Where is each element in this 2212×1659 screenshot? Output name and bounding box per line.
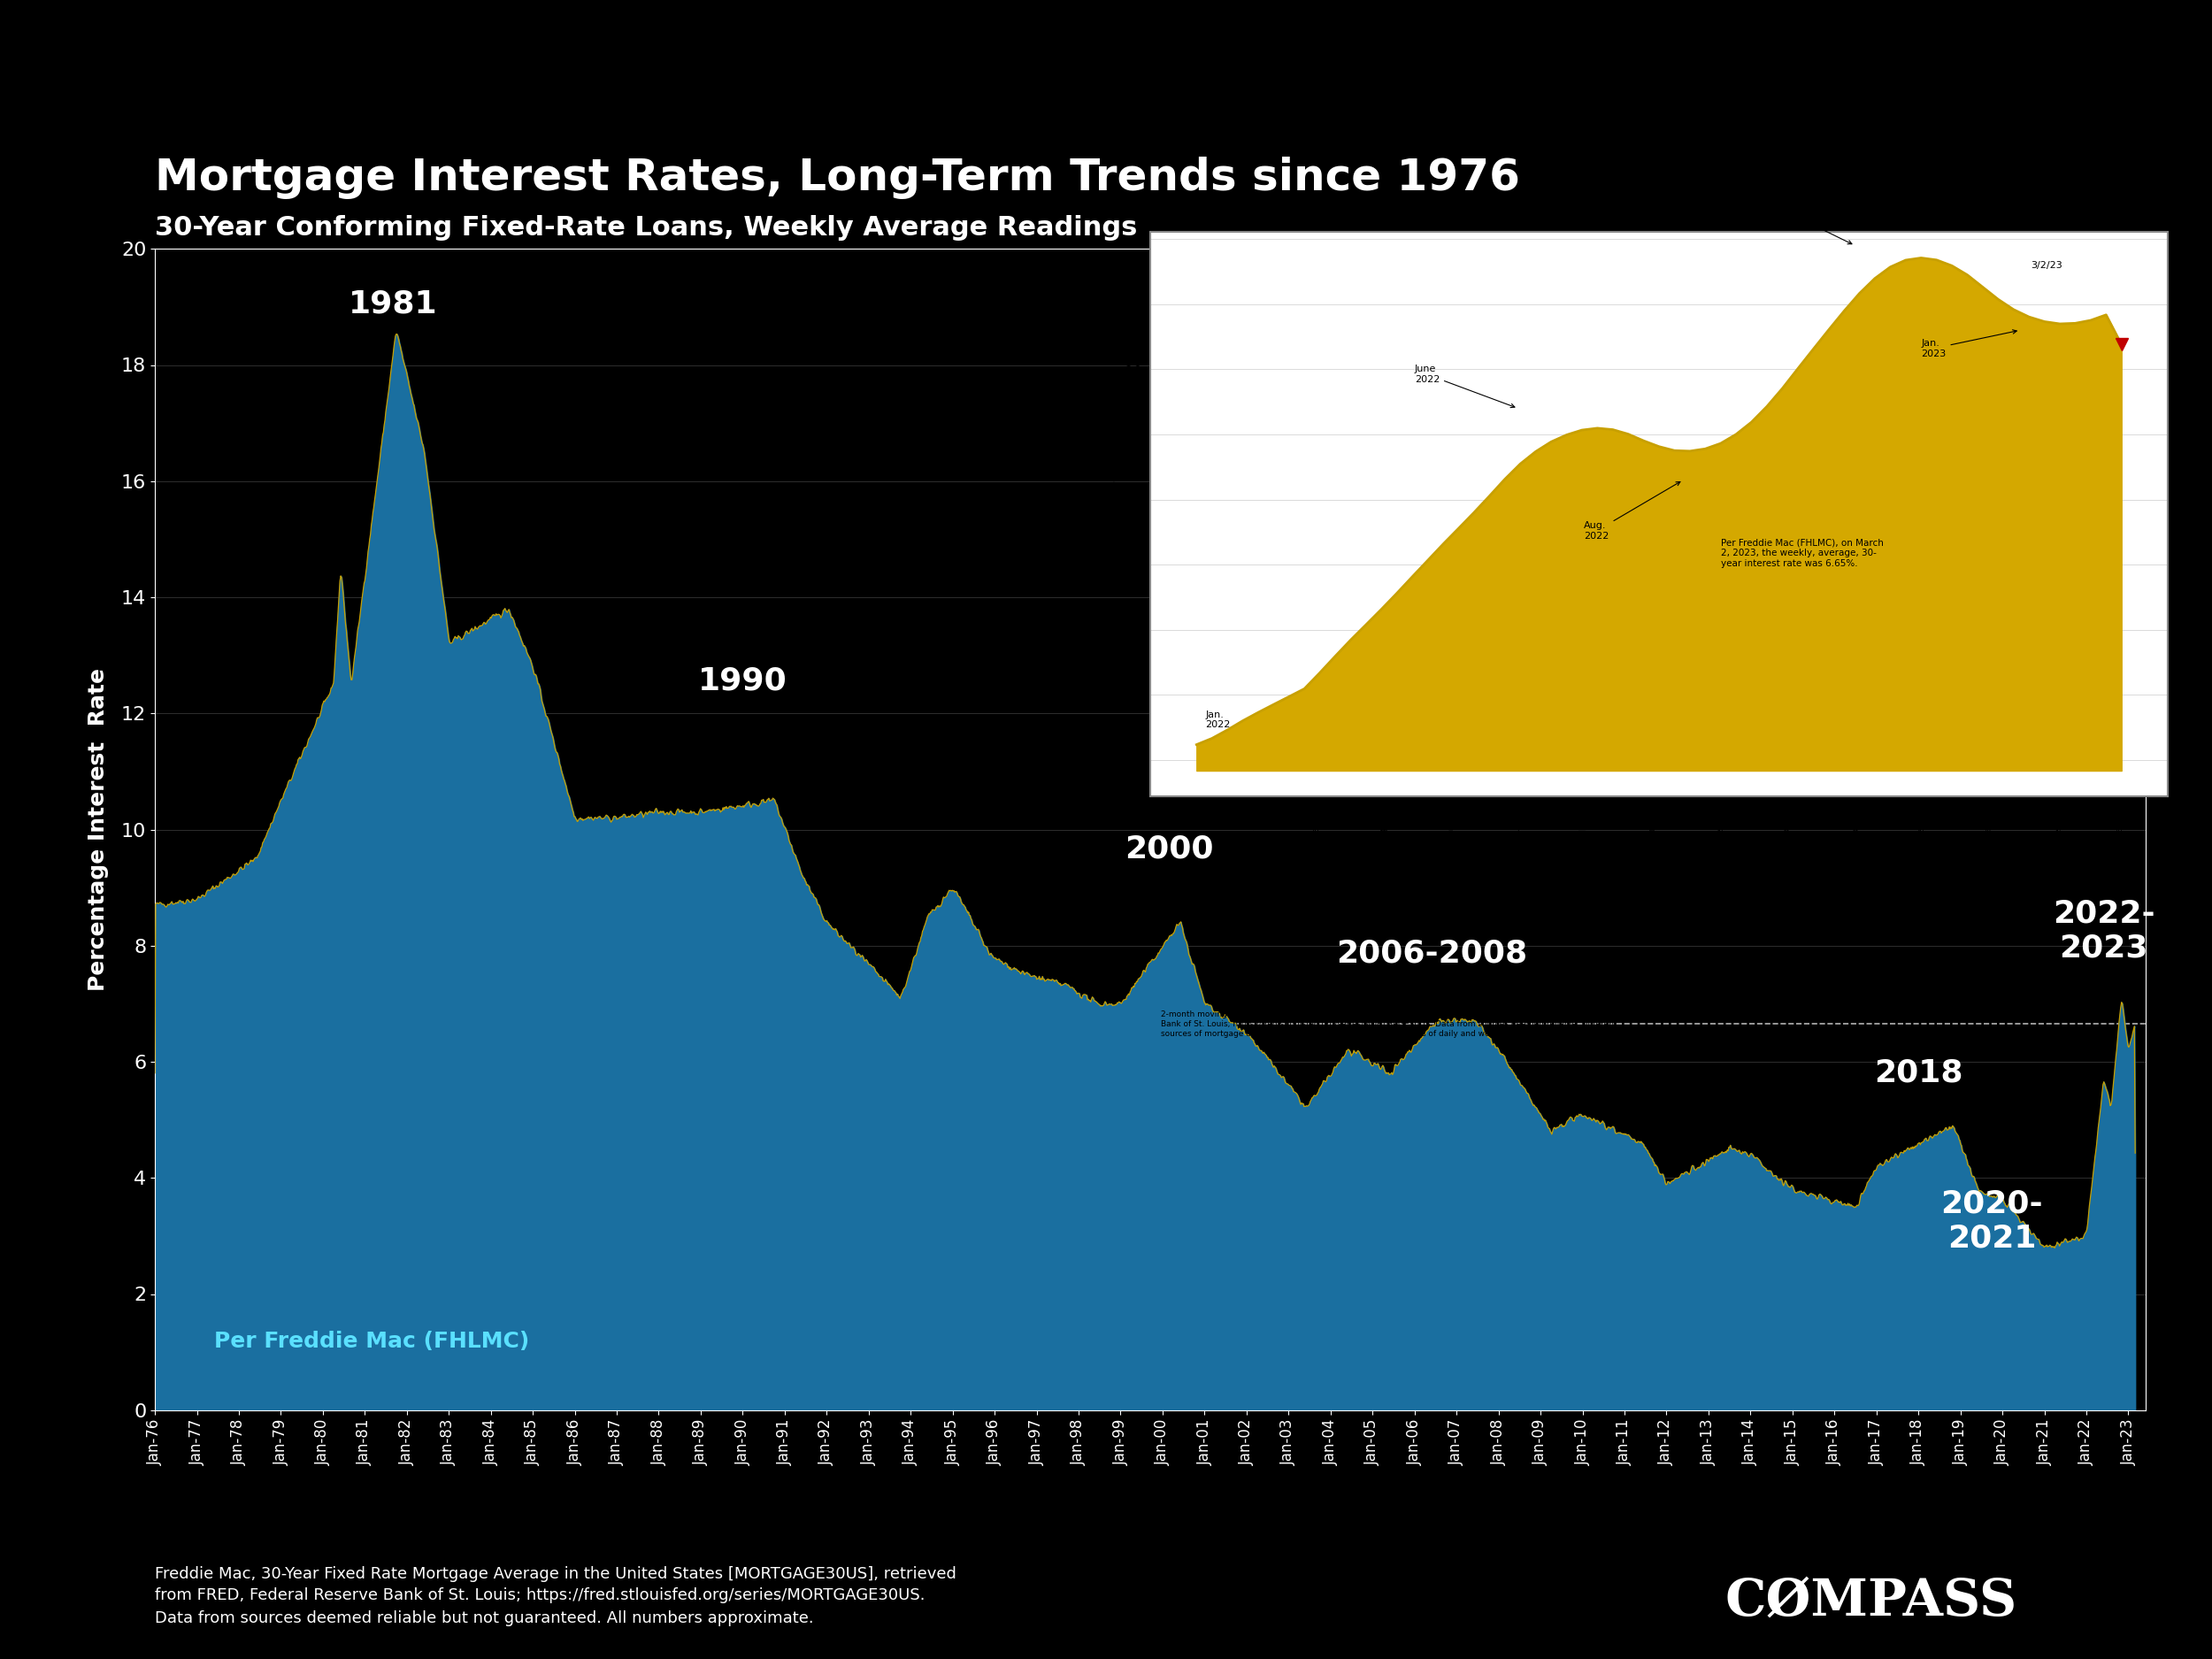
- Text: 1981: 1981: [347, 289, 438, 319]
- Text: Per Freddie Mac (FHLMC): Per Freddie Mac (FHLMC): [215, 1331, 529, 1352]
- Text: Nov.
2022: Nov. 2022: [1787, 209, 1851, 244]
- Text: 2000: 2000: [1126, 834, 1214, 864]
- Text: Mortgage Interest Rates, 2022 - 2023 YTD
30-Year Conforming Fixed-Rate Loans, We: Mortgage Interest Rates, 2022 - 2023 YTD…: [1150, 202, 1546, 229]
- Text: 2020-
2021: 2020- 2021: [1940, 1188, 2044, 1254]
- Text: 2022-
2023: 2022- 2023: [2053, 898, 2154, 962]
- Text: 2018: 2018: [1874, 1058, 1962, 1088]
- Text: 3/2/23: 3/2/23: [2031, 260, 2064, 269]
- Text: Aug.
2022: Aug. 2022: [1584, 481, 1681, 541]
- Text: CØMPASS: CØMPASS: [1913, 954, 2037, 975]
- Text: Freddie Mac, 30-Year Fixed Rate Mortgage Average in the United States [MORTGAGE3: Freddie Mac, 30-Year Fixed Rate Mortgage…: [155, 1566, 956, 1626]
- Text: 30-Year Conforming Fixed-Rate Loans, Weekly Average Readings: 30-Year Conforming Fixed-Rate Loans, Wee…: [155, 216, 1137, 241]
- Text: 2-month moving trend line. Freddie Mac, 30-Year Fixed Rate Mortgage Average in t: 2-month moving trend line. Freddie Mac, …: [1161, 1010, 1637, 1039]
- Y-axis label: Percentage Interest  Rate: Percentage Interest Rate: [88, 669, 108, 990]
- Text: Mortgage Interest Rates, Long-Term Trends since 1976: Mortgage Interest Rates, Long-Term Trend…: [155, 156, 1520, 199]
- Text: 2006-2008: 2006-2008: [1336, 939, 1528, 969]
- Text: Jan.
2023: Jan. 2023: [1920, 330, 2017, 358]
- Y-axis label: Percentage Interest  Rate: Percentage Interest Rate: [1108, 443, 1119, 586]
- Text: Jan.
2022: Jan. 2022: [1206, 710, 1230, 730]
- Text: Per Freddie Mac (FHLMC), on March
2, 2023, the weekly, average, 30-
year interes: Per Freddie Mac (FHLMC), on March 2, 202…: [1721, 539, 1882, 567]
- Text: 2022-2023 inset ►: 2022-2023 inset ►: [1190, 511, 1442, 534]
- Text: CØMPASS: CØMPASS: [1725, 1576, 2017, 1626]
- Text: June
2022: June 2022: [1413, 365, 1515, 408]
- Text: After dropping in January from
a November peak, interest rates
climbed again in : After dropping in January from a Novembe…: [1172, 567, 1601, 652]
- Text: 1990: 1990: [699, 665, 787, 697]
